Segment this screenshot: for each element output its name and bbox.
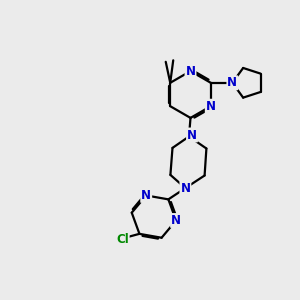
Text: N: N [171,214,181,227]
Text: Cl: Cl [116,233,129,246]
Text: N: N [141,189,151,202]
Text: N: N [227,76,237,89]
Text: N: N [187,128,197,142]
Text: N: N [180,182,190,195]
Text: N: N [185,64,196,78]
Text: N: N [206,100,216,113]
